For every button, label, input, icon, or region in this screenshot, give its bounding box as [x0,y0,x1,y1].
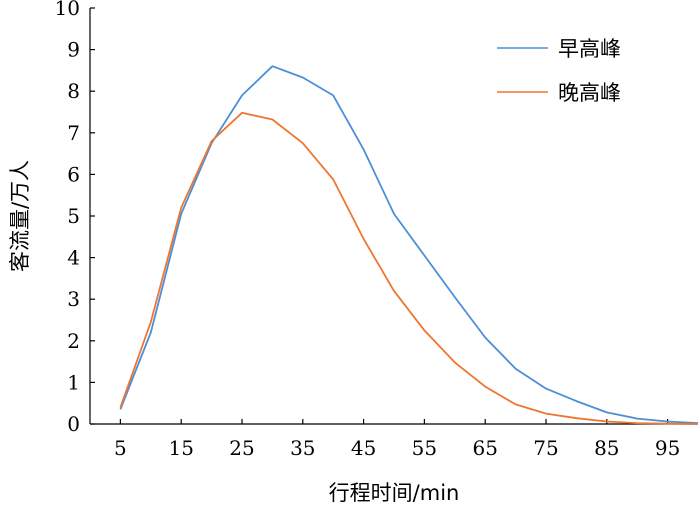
legend-label-zaogaofeng: 早高峰 [558,37,621,61]
y-tick-label: 7 [67,121,80,145]
y-tick-label: 8 [67,79,80,103]
legend: 早高峰 晚高峰 [497,37,621,105]
x-tick-label: 35 [290,436,315,460]
y-tick-label: 4 [67,246,80,270]
series-layer [119,65,699,425]
y-tick-label: 3 [67,287,80,311]
y-tick-label: 1 [67,370,80,394]
x-axis-title: 行程时间/min [329,481,460,505]
y-tick-label: 6 [67,162,80,186]
y-ticks: 0 1 2 3 4 5 6 7 8 9 10 [55,0,95,436]
y-axis-title: 客流量/万人 [8,160,32,272]
x-tick-label: 65 [472,436,497,460]
x-tick-label: 45 [351,436,376,460]
y-tick-label: 9 [67,38,80,62]
x-tick-label: 85 [594,436,619,460]
x-tick-label: 5 [114,436,127,460]
series-line-wangaofeng [119,111,699,425]
legend-label-wangaofeng: 晚高峰 [558,81,621,105]
y-tick-label: 10 [55,0,80,20]
x-tick-label: 75 [533,436,558,460]
y-tick-label: 0 [67,412,80,436]
x-tick-label: 15 [168,436,193,460]
x-ticks: 5 15 25 35 45 55 65 75 85 95 [114,419,680,460]
x-tick-label: 25 [229,436,254,460]
series-line-zaogaofeng [119,65,699,425]
x-tick-label: 55 [412,436,437,460]
y-tick-label: 2 [67,329,80,353]
x-tick-label: 95 [655,436,680,460]
y-tick-label: 5 [67,204,80,228]
